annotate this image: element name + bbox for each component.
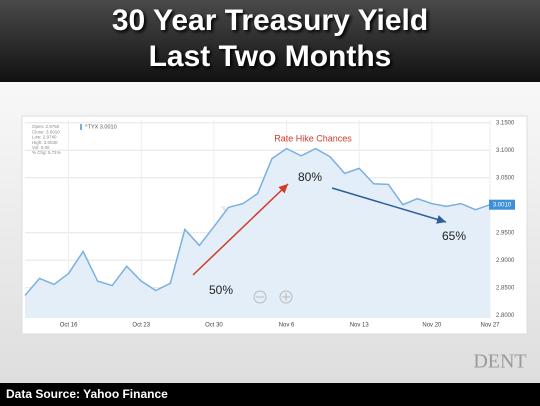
- legend-label: ^TYX 3.0010: [85, 124, 117, 130]
- annotation: 65%: [442, 229, 466, 243]
- subtitle: Last Two Months: [149, 40, 392, 73]
- x-tick-label: Nov 27: [480, 323, 500, 329]
- area: [25, 148, 490, 318]
- info-line: Open: 2.9750: [32, 124, 60, 129]
- source: Data Source: Yahoo Finance: [6, 387, 168, 401]
- y-tick-label: 2.9500: [496, 230, 515, 236]
- x-tick-label: Oct 30: [205, 323, 223, 329]
- zoom-out[interactable]: [253, 290, 267, 304]
- line: [24, 147, 491, 296]
- annotation: 80%: [298, 170, 322, 184]
- current-label: 3.0010: [493, 202, 512, 208]
- info-line: High: 3.0030: [32, 140, 58, 145]
- x-tick-label: Nov 6: [279, 323, 295, 329]
- annotation: 50%: [209, 283, 233, 297]
- title: 30 Year Treasury Yield: [112, 4, 428, 37]
- y-tick-label: 3.1000: [496, 148, 515, 154]
- legend-swatch: [80, 124, 82, 130]
- y-tick-label: 3.1500: [496, 120, 515, 126]
- y-tick-label: 2.8500: [496, 285, 515, 291]
- zoom-in[interactable]: [279, 290, 293, 304]
- x-tick-label: Nov 20: [422, 323, 442, 329]
- arrow-up: [192, 183, 289, 276]
- x-tick-label: Nov 13: [350, 323, 370, 329]
- x-tick-label: Oct 23: [132, 323, 150, 329]
- footer-bar: [0, 383, 540, 406]
- info-line: Close: 3.0010: [32, 129, 60, 134]
- y-tick-label: 2.9000: [496, 258, 515, 264]
- arrow-down: [331, 187, 447, 224]
- info-line: Vol: 0.00: [32, 145, 50, 150]
- info-line: % Chg: 5.71%: [32, 150, 61, 155]
- x-tick-label: Oct 16: [60, 323, 78, 329]
- info-line: Low: 2.9740: [32, 135, 57, 140]
- logo: DENT: [473, 351, 526, 373]
- zoom-in-icon: [282, 293, 290, 301]
- annotation: Rate Hike Chances: [274, 133, 352, 143]
- current-marker: [489, 199, 515, 210]
- title-banner: [0, 0, 540, 82]
- plot: YAHOO!FINANCE2.80002.85002.90002.95003.0…: [24, 120, 515, 329]
- y-tick-label: 3.0500: [496, 175, 515, 181]
- y-tick-label: 2.8000: [496, 313, 515, 319]
